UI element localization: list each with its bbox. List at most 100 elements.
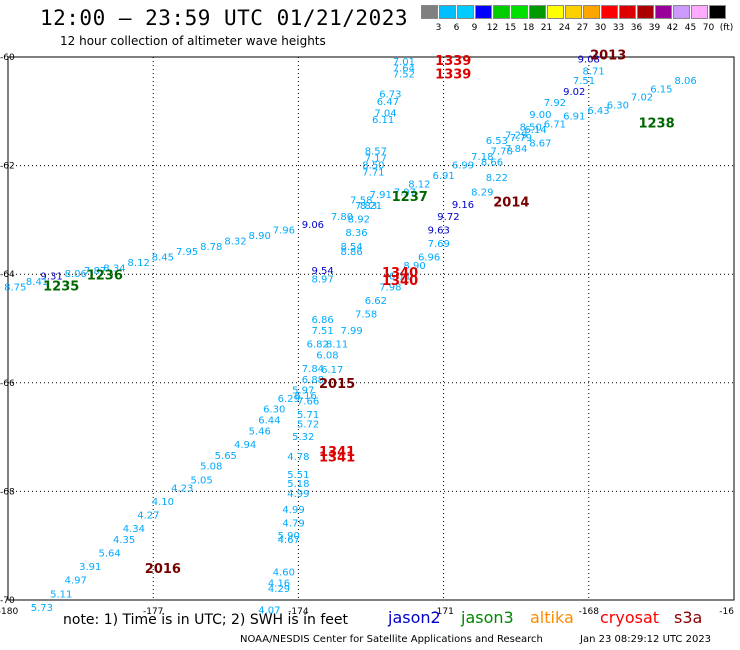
wave-height-label: 8.90 bbox=[249, 231, 271, 242]
wave-height-label: 4.94 bbox=[234, 440, 256, 451]
time-label: 1340 bbox=[382, 274, 418, 289]
color-scale-label: 24 bbox=[558, 23, 571, 33]
wave-height-label: 6.44 bbox=[258, 416, 280, 427]
time-label: 1235 bbox=[43, 279, 79, 294]
wave-height-label: 4.99 bbox=[287, 489, 309, 500]
wave-height-label: 7.04 bbox=[374, 109, 396, 120]
color-swatch bbox=[457, 5, 474, 19]
wave-height-label: 5.64 bbox=[99, 549, 121, 560]
wave-height-label: 8.06 bbox=[65, 269, 87, 280]
wave-height-label: 6.88 bbox=[302, 375, 324, 386]
wave-height-label: 5.90 bbox=[278, 531, 300, 542]
wave-height-label: 9.06 bbox=[302, 220, 324, 231]
wave-height-label: 7.01 bbox=[393, 57, 415, 68]
wave-height-label: 7.51 bbox=[311, 326, 333, 337]
color-scale-label: 42 bbox=[666, 23, 679, 33]
wave-height-label: 8.54 bbox=[341, 242, 363, 253]
time-label: 1339 bbox=[435, 54, 471, 69]
wave-height-label: 6.11 bbox=[372, 115, 394, 126]
wave-height-label: 7.71 bbox=[362, 167, 384, 178]
wave-height-label: 7.97 bbox=[394, 187, 416, 198]
wave-height-label: 8.66 bbox=[481, 158, 503, 169]
wave-height-label: 8.36 bbox=[345, 228, 367, 239]
color-swatch bbox=[637, 5, 654, 19]
color-swatch bbox=[529, 5, 546, 19]
wave-height-label: 6.91 bbox=[563, 111, 585, 122]
wave-height-label: 8.92 bbox=[348, 215, 370, 226]
wave-height-label: 4.60 bbox=[273, 568, 295, 579]
legend-s3a: s3a bbox=[674, 608, 703, 627]
wave-height-label: 3.91 bbox=[79, 562, 101, 573]
generated-date: Jan 23 08:29:12 UTC 2023 bbox=[580, 634, 712, 645]
wave-height-label: 6.47 bbox=[377, 97, 399, 108]
wave-height-label: 7.92 bbox=[544, 98, 566, 109]
wave-height-label: 7.91 bbox=[370, 190, 392, 201]
x-tick-label: -168 bbox=[579, 607, 600, 617]
wave-height-label: 7.84 bbox=[302, 364, 324, 375]
wave-height-label: 8.90 bbox=[403, 261, 425, 272]
wave-height-label: 4.27 bbox=[137, 511, 159, 522]
wave-height-label: 5.51 bbox=[287, 470, 309, 481]
color-scale-label: 15 bbox=[504, 23, 517, 33]
wave-height-label: 6.96 bbox=[418, 253, 440, 264]
wave-height-label: 8.22 bbox=[486, 173, 508, 184]
wave-height-label: 5.46 bbox=[249, 426, 271, 437]
wave-height-label: 8.12 bbox=[408, 179, 430, 190]
wave-height-label: 7.58 bbox=[350, 196, 372, 207]
time-label: 1238 bbox=[638, 117, 674, 132]
color-scale-label: 6 bbox=[453, 23, 460, 33]
wave-height-label: 8.06 bbox=[674, 76, 696, 87]
wave-height-label: 7.51 bbox=[573, 76, 595, 87]
y-tick-label: -64 bbox=[0, 270, 15, 280]
time-label: 1236 bbox=[87, 269, 123, 284]
color-swatch bbox=[493, 5, 510, 19]
color-swatch bbox=[673, 5, 690, 19]
x-tick-label: -16 bbox=[719, 607, 734, 617]
color-swatch bbox=[601, 5, 618, 19]
color-swatch bbox=[583, 5, 600, 19]
wave-height-label: 4.07 bbox=[258, 606, 280, 617]
color-swatch bbox=[547, 5, 564, 19]
time-label: 1340 bbox=[382, 266, 418, 281]
color-scale-label: 27 bbox=[576, 23, 589, 33]
wave-height-label: 4.67 bbox=[278, 535, 300, 546]
wave-height-label: 6.15 bbox=[650, 84, 672, 95]
wave-height-label: 6.99 bbox=[452, 160, 474, 171]
wave-height-label: 7.79 bbox=[510, 133, 532, 144]
wave-height-label: 8.45 bbox=[152, 253, 174, 264]
wave-height-label: 6.43 bbox=[587, 106, 609, 117]
wave-height-label: 6.29 bbox=[278, 394, 300, 405]
wave-height-label: 4.16 bbox=[268, 578, 290, 589]
wave-height-label: 7.95 bbox=[176, 247, 198, 258]
time-label: 2014 bbox=[493, 195, 529, 210]
wave-height-label: 4.78 bbox=[287, 452, 309, 463]
wave-height-label: 6.11 bbox=[389, 272, 411, 283]
wave-height-label: 6.82 bbox=[307, 340, 329, 351]
wave-height-label: 7.02 bbox=[631, 92, 653, 103]
legend-altika: altika bbox=[530, 608, 574, 627]
x-tick-label: -171 bbox=[433, 607, 453, 617]
legend-jason3: jason3 bbox=[461, 608, 514, 627]
wave-height-label: 8.97 bbox=[311, 274, 333, 285]
page-subtitle: 12 hour collection of altimeter wave hei… bbox=[60, 34, 326, 48]
color-swatch bbox=[421, 5, 438, 19]
color-scale-label: 18 bbox=[522, 23, 535, 33]
y-tick-label: -68 bbox=[0, 487, 15, 497]
time-label: 1339 bbox=[435, 68, 471, 83]
color-swatch bbox=[691, 5, 708, 19]
color-scale-label: 9 bbox=[471, 23, 478, 33]
wave-height-label: 9.63 bbox=[428, 225, 450, 236]
wave-height-label: 7.17 bbox=[365, 153, 387, 164]
y-tick-label: -62 bbox=[0, 162, 15, 172]
wave-height-label: 4.99 bbox=[282, 505, 304, 516]
wave-height-label: 9.08 bbox=[578, 54, 600, 65]
wave-height-label: 5.73 bbox=[31, 603, 53, 614]
wave-height-label: 4.29 bbox=[268, 584, 290, 595]
wave-height-label: 4.97 bbox=[65, 576, 87, 587]
color-scale-label: 45 bbox=[684, 23, 697, 33]
wave-height-label: 4.23 bbox=[171, 483, 193, 494]
wave-height-label: 6.08 bbox=[316, 350, 338, 361]
y-tick-label: -60 bbox=[0, 53, 15, 63]
x-tick-label: -174 bbox=[288, 607, 309, 617]
color-scale-label: 36 bbox=[630, 23, 643, 33]
